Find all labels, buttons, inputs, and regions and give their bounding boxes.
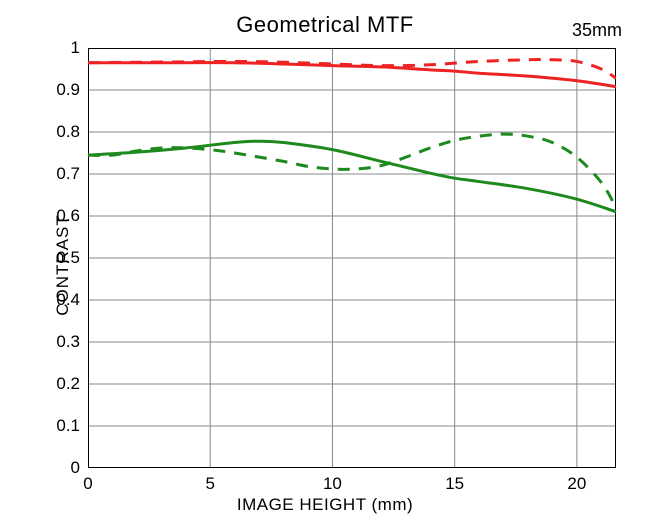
series-green-solid bbox=[88, 141, 616, 212]
chart-title: Geometrical MTF bbox=[0, 12, 650, 38]
y-tick-label: 0.3 bbox=[40, 332, 80, 352]
y-tick-label: 0.2 bbox=[40, 374, 80, 394]
y-tick-label: 0.6 bbox=[40, 206, 80, 226]
series-green-dashed bbox=[88, 134, 616, 208]
x-tick-label: 20 bbox=[557, 474, 597, 494]
y-tick-label: 0.1 bbox=[40, 416, 80, 436]
x-tick-label: 15 bbox=[435, 474, 475, 494]
y-tick-label: 0.8 bbox=[40, 122, 80, 142]
focal-length-label: 35mm bbox=[572, 20, 622, 41]
y-tick-label: 0.7 bbox=[40, 164, 80, 184]
x-axis-label: IMAGE HEIGHT (mm) bbox=[0, 495, 650, 515]
chart-container: Geometrical MTF 35mm CONTRAST IMAGE HEIG… bbox=[0, 0, 650, 529]
mtf-plot bbox=[88, 48, 616, 468]
series-red-solid bbox=[88, 63, 616, 87]
x-tick-label: 5 bbox=[190, 474, 230, 494]
x-tick-label: 0 bbox=[68, 474, 108, 494]
y-tick-label: 0.5 bbox=[40, 248, 80, 268]
y-tick-label: 0.9 bbox=[40, 80, 80, 100]
x-tick-label: 10 bbox=[312, 474, 352, 494]
y-tick-label: 1 bbox=[40, 38, 80, 58]
y-tick-label: 0.4 bbox=[40, 290, 80, 310]
